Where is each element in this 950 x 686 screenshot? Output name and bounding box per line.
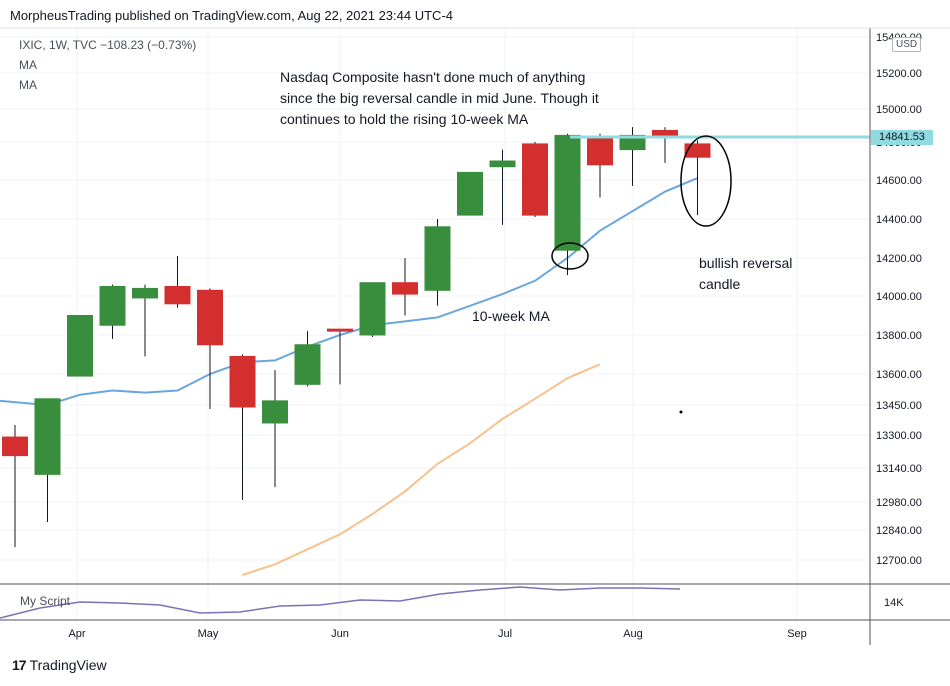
legend-ma-2[interactable]: MA	[19, 78, 37, 92]
candle-body	[652, 129, 678, 136]
footer-brand[interactable]: 17 TradingView	[12, 657, 107, 673]
candle-body	[392, 282, 418, 295]
time-tick-label: Sep	[787, 628, 807, 640]
candle-body	[327, 328, 353, 332]
price-tick-label: 13450.00	[876, 400, 922, 412]
candles-layer	[2, 127, 711, 548]
price-tick-label: 12980.00	[876, 497, 922, 509]
candle	[132, 284, 158, 357]
price-tick-label: 14400.00	[876, 214, 922, 226]
candle-body	[67, 315, 93, 377]
candle	[34, 398, 61, 522]
time-tick-label: Jul	[498, 628, 512, 640]
candle-body	[2, 436, 28, 457]
candle-body	[164, 286, 191, 305]
candle	[229, 354, 256, 500]
candle	[197, 288, 223, 409]
price-tick-label: 15200.00	[876, 68, 922, 80]
currency-label[interactable]: USD	[892, 37, 922, 52]
legend-ma-1[interactable]: MA	[19, 58, 37, 72]
candle	[164, 256, 191, 308]
candle	[327, 328, 353, 385]
last-price-tag: 14841.53	[871, 130, 933, 145]
price-axis-layer: 12700.00 12840.00 12980.00 13140.00 13300.00…	[0, 27, 950, 645]
price-tick-label: 14200.00	[876, 253, 922, 265]
candle	[67, 315, 93, 377]
candle	[99, 284, 126, 339]
time-tick-label: Aug	[623, 628, 643, 640]
reversal-candle-circle	[680, 135, 732, 227]
candle-body	[489, 160, 516, 168]
candle-body	[684, 143, 711, 158]
main-annotation-line-3: continues to hold the rising 10-week MA	[280, 111, 529, 127]
candle	[457, 171, 483, 216]
candle	[684, 140, 711, 216]
price-tick-label: 12700.00	[876, 555, 922, 567]
price-tick-label: 13800.00	[876, 330, 922, 342]
candle-body	[619, 134, 646, 151]
ma10-layer	[0, 177, 698, 407]
annotation-shapes-layer	[551, 135, 870, 414]
candle	[489, 149, 516, 225]
sub-pane-label[interactable]: My Script	[20, 594, 71, 608]
candle	[424, 219, 451, 306]
candle-body	[262, 400, 288, 424]
candle	[262, 370, 288, 488]
candle-body	[197, 289, 223, 346]
price-tick-label: 13300.00	[876, 430, 922, 442]
price-tick-label: 14000.00	[876, 291, 922, 303]
time-tick-label: Apr	[68, 628, 85, 640]
candle-body	[99, 286, 126, 326]
candle	[587, 133, 613, 198]
main-annotation-line-2: since the big reversal candle in mid Jun…	[280, 90, 599, 106]
candle-body	[132, 287, 158, 299]
price-tick-label: 13600.00	[876, 369, 922, 381]
long-ma-layer	[242, 363, 601, 576]
legend-symbol[interactable]: IXIC, 1W, TVC −108.23 (−0.73%)	[19, 38, 197, 52]
candle-body	[587, 138, 613, 166]
candle	[522, 142, 548, 218]
published-header: MorpheusTrading published on TradingView…	[10, 8, 453, 23]
candle-body	[554, 134, 581, 251]
main-annotation: Nasdaq Composite hasn't done much of any…	[280, 67, 599, 130]
candle-body	[359, 282, 386, 336]
ma10-line	[0, 177, 698, 407]
candle	[392, 258, 418, 316]
candle-body	[457, 171, 483, 216]
time-tick-label: Jun	[331, 628, 349, 640]
candle-body	[522, 143, 548, 216]
candle-body	[424, 226, 451, 291]
tradingview-logo-icon: 17	[12, 657, 27, 673]
footer-brand-text: TradingView	[29, 657, 107, 673]
stray-dot	[679, 410, 683, 414]
candle-body	[229, 355, 256, 408]
candle	[294, 331, 321, 387]
price-tick-label: 13140.00	[876, 463, 922, 475]
reversal-annotation-line-2: candle	[699, 276, 741, 292]
price-tick-label: 14600.00	[876, 175, 922, 187]
main-annotation-line-1: Nasdaq Composite hasn't done much of any…	[280, 69, 586, 85]
ma-long-line	[242, 363, 601, 576]
price-tick-label: 12840.00	[876, 525, 922, 537]
candle-body	[34, 398, 61, 475]
time-tick-label: May	[198, 628, 219, 640]
candle-body	[294, 344, 321, 385]
candle	[554, 133, 581, 276]
ma-annotation: 10-week MA	[472, 308, 550, 324]
time-axis-layer: Apr May Jun Jul Aug Sep	[0, 619, 950, 640]
price-tick-label: 15000.00	[876, 104, 922, 116]
script-line	[0, 586, 681, 619]
candle	[652, 127, 678, 163]
ma-touch-circle	[551, 242, 589, 270]
candle	[359, 282, 386, 337]
reversal-annotation-line-1: bullish reversal	[699, 255, 793, 271]
reversal-annotation: bullish reversal candle	[699, 253, 792, 295]
sub-tick-label: 14K	[884, 597, 904, 609]
candle	[619, 127, 646, 186]
candle	[2, 425, 28, 548]
sub-pane-layer: 14K	[0, 583, 950, 619]
